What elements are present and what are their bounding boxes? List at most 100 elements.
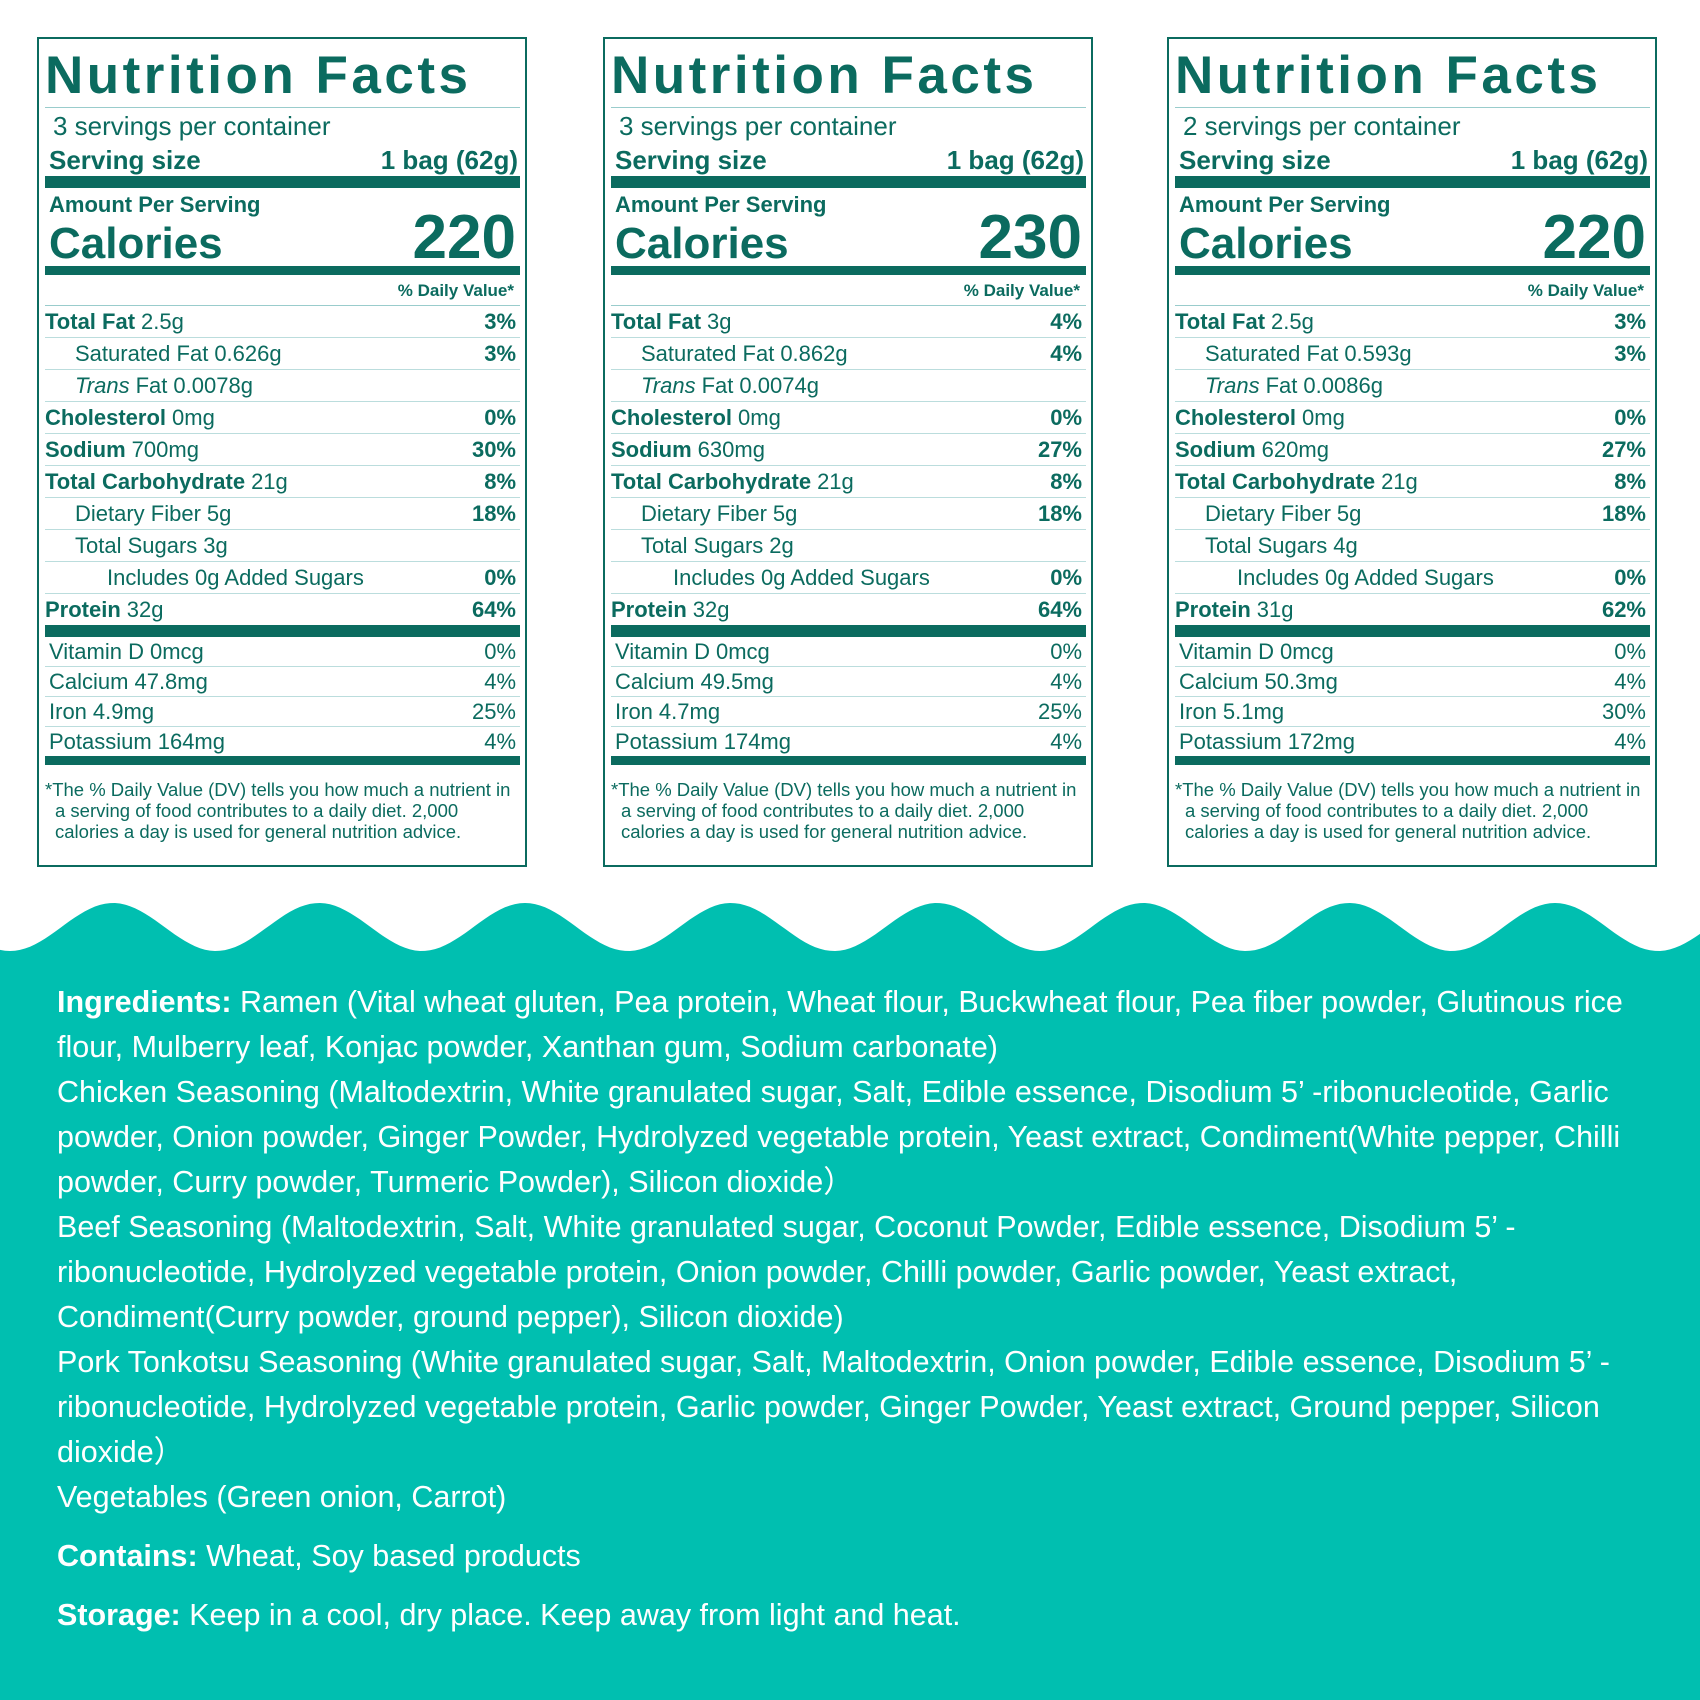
nutrient-name: Protein bbox=[45, 597, 121, 622]
nutrient-name-amount: Sodium 630mg bbox=[611, 434, 765, 465]
nutrient-name: Includes 0g Added Sugars bbox=[673, 565, 930, 590]
nutrient-amount: 620mg bbox=[1261, 437, 1329, 462]
nutrient-row: Total Fat 3g 4% bbox=[611, 306, 1086, 338]
ingredients-line: Pork Tonkotsu Seasoning (White granulate… bbox=[57, 1345, 1610, 1469]
nutrient-row: Includes 0g Added Sugars 0% bbox=[611, 562, 1086, 594]
nutrient-daily-value: 0% bbox=[1050, 405, 1082, 430]
amount-per-serving: Amount Per Serving bbox=[49, 192, 261, 217]
nutrient-daily-value: 30% bbox=[471, 437, 516, 462]
nutrient-name-amount: Saturated Fat 0.626g bbox=[45, 338, 282, 369]
vitamin-name-amount: Calcium 49.5mg bbox=[615, 667, 774, 696]
nutrient-row: Total Sugars 2g bbox=[611, 530, 1086, 562]
nutrient-name: Saturated Fat bbox=[641, 341, 775, 366]
nutrient-row: Trans Fat 0.0078g bbox=[45, 370, 520, 402]
contains-text: Wheat, Soy based products bbox=[206, 1539, 581, 1573]
nutrient-row: Total Sugars 3g bbox=[45, 530, 520, 562]
nutrient-daily-value: 64% bbox=[1037, 597, 1082, 622]
nutrient-row: Dietary Fiber 5g 18% bbox=[45, 498, 520, 530]
nutrient-name-amount: Cholesterol 0mg bbox=[611, 402, 781, 433]
nutrient-row: Sodium 620mg 27% bbox=[1175, 434, 1650, 466]
vitamin-name-amount: Vitamin D 0mcg bbox=[1179, 637, 1334, 666]
vitamin-name: Potassium bbox=[49, 729, 152, 754]
vitamin-row: Iron 4.7mg 25% bbox=[611, 697, 1086, 727]
vitamin-daily-value: 0% bbox=[1050, 639, 1082, 664]
vitamin-amount: 4.7mg bbox=[658, 699, 721, 724]
nutrient-name: Protein bbox=[1175, 597, 1251, 622]
vitamin-name-amount: Iron 5.1mg bbox=[1179, 697, 1284, 726]
nutrient-name-amount: Cholesterol 0mg bbox=[1175, 402, 1345, 433]
nutrient-amount: 2.5g bbox=[1271, 309, 1314, 334]
nutrient-name-amount: Total Fat 3g bbox=[611, 306, 732, 337]
nutrient-name-amount: Protein 32g bbox=[611, 594, 730, 625]
nutrient-name: Includes 0g Added Sugars bbox=[1237, 565, 1494, 590]
ingredients-section: Ingredients: Ramen (Vital wheat gluten, … bbox=[57, 980, 1657, 1638]
nutrient-daily-value: 4% bbox=[1050, 341, 1082, 366]
ingredients-line: Ramen (Vital wheat gluten, Pea protein, … bbox=[57, 985, 1623, 1064]
nutrient-daily-value: 3% bbox=[1614, 341, 1646, 366]
nutrient-amount: 5g bbox=[206, 501, 232, 526]
servings-per-container: 2 servings per container bbox=[1183, 111, 1461, 141]
nutrition-label: Nutrition Facts 3 servings per container S… bbox=[37, 37, 527, 867]
vitamin-name-amount: Potassium 164mg bbox=[49, 727, 225, 756]
vitamin-amount: 0mcg bbox=[1279, 639, 1334, 664]
nutrient-prefix: Trans bbox=[75, 373, 130, 398]
nutrient-name-amount: Dietary Fiber 5g bbox=[611, 498, 797, 529]
nutrient-name-amount: Total Carbohydrate 21g bbox=[1175, 466, 1418, 497]
vitamin-daily-value: 4% bbox=[484, 669, 516, 694]
nutrient-daily-value: 27% bbox=[1037, 437, 1082, 462]
nutrient-daily-value: 3% bbox=[1614, 309, 1646, 334]
serving-size-value: 1 bag (62g) bbox=[946, 145, 1084, 175]
nutrient-name-amount: Total Fat 2.5g bbox=[45, 306, 184, 337]
nutrient-name-amount: Trans Fat 0.0078g bbox=[45, 370, 253, 401]
nutrient-row: Sodium 700mg 30% bbox=[45, 434, 520, 466]
vitamin-name-amount: Iron 4.9mg bbox=[49, 697, 154, 726]
nutrient-name: Cholesterol bbox=[611, 405, 733, 430]
nutrient-amount: 630mg bbox=[697, 437, 765, 462]
nutrient-name-amount: Sodium 700mg bbox=[45, 434, 199, 465]
footnote: *The % Daily Value (DV) tells you how mu… bbox=[611, 779, 1077, 842]
calories-value: 230 bbox=[978, 203, 1082, 272]
nutrient-daily-value: 0% bbox=[1050, 565, 1082, 590]
nutrient-row: Cholesterol 0mg 0% bbox=[1175, 402, 1650, 434]
nutrient-name-amount: Total Sugars 2g bbox=[611, 530, 794, 561]
nutrient-amount: 0.0086g bbox=[1303, 373, 1383, 398]
nutrient-name-amount: Dietary Fiber 5g bbox=[1175, 498, 1361, 529]
nutrient-amount: 32g bbox=[126, 597, 164, 622]
nutrient-name: Fat bbox=[1265, 373, 1298, 398]
nutrient-name: Total Fat bbox=[1175, 309, 1266, 334]
teal-wave-background bbox=[0, 903, 1700, 1700]
vitamin-name: Calcium bbox=[49, 669, 129, 694]
nutrient-daily-value: 0% bbox=[484, 565, 516, 590]
nutrient-row: Saturated Fat 0.862g 4% bbox=[611, 338, 1086, 370]
nutrient-row: Includes 0g Added Sugars 0% bbox=[1175, 562, 1650, 594]
label-title: Nutrition Facts bbox=[611, 45, 1086, 108]
nutrient-name-amount: Total Carbohydrate 21g bbox=[45, 466, 288, 497]
nutrient-amount: 0.862g bbox=[780, 341, 848, 366]
vitamin-row: Potassium 174mg 4% bbox=[611, 727, 1086, 765]
nutrient-name: Cholesterol bbox=[1175, 405, 1297, 430]
nutrient-row: Cholesterol 0mg 0% bbox=[45, 402, 520, 434]
calories-label: Calories bbox=[1179, 219, 1353, 268]
nutrient-name: Total Sugars bbox=[1205, 533, 1328, 558]
vitamin-daily-value: 4% bbox=[1050, 669, 1082, 694]
vitamin-name: Iron bbox=[1179, 699, 1217, 724]
nutrient-amount: 0mg bbox=[1302, 405, 1345, 430]
nutrient-amount: 5g bbox=[772, 501, 798, 526]
contains: Contains: Wheat, Soy based products bbox=[57, 1534, 1657, 1579]
vitamin-name-amount: Potassium 174mg bbox=[615, 727, 791, 756]
nutrient-name-amount: Trans Fat 0.0086g bbox=[1175, 370, 1383, 401]
vitamin-name-amount: Iron 4.7mg bbox=[615, 697, 720, 726]
storage-text: Keep in a cool, dry place. Keep away fro… bbox=[189, 1598, 961, 1632]
vitamin-name: Potassium bbox=[615, 729, 718, 754]
vitamin-row: Calcium 50.3mg 4% bbox=[1175, 667, 1650, 697]
nutrient-name: Sodium bbox=[45, 437, 126, 462]
daily-value-header: % Daily Value* bbox=[611, 275, 1086, 306]
nutrient-amount: 3g bbox=[203, 533, 228, 558]
nutrient-row: Trans Fat 0.0074g bbox=[611, 370, 1086, 402]
nutrient-name-amount: Protein 31g bbox=[1175, 594, 1294, 625]
nutrient-name-amount: Total Sugars 3g bbox=[45, 530, 228, 561]
vitamin-name-amount: Calcium 50.3mg bbox=[1179, 667, 1338, 696]
nutrient-row: Total Sugars 4g bbox=[1175, 530, 1650, 562]
nutrient-row: Saturated Fat 0.626g 3% bbox=[45, 338, 520, 370]
serving-size-value: 1 bag (62g) bbox=[1510, 145, 1648, 175]
